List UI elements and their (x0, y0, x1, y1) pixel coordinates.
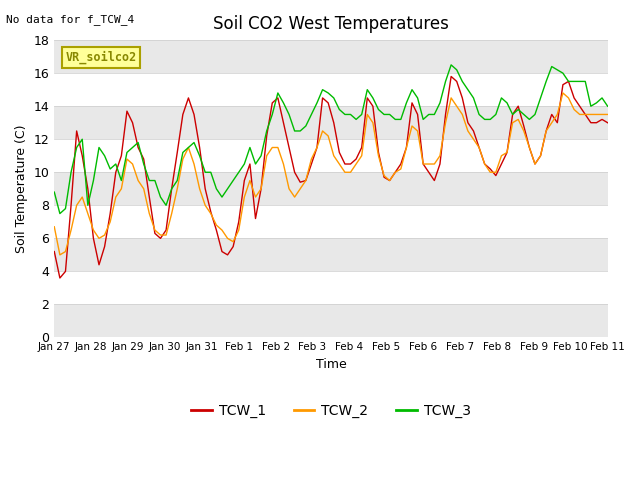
Text: No data for f_TCW_4: No data for f_TCW_4 (6, 14, 134, 25)
Legend: TCW_1, TCW_2, TCW_3: TCW_1, TCW_2, TCW_3 (186, 398, 477, 423)
X-axis label: Time: Time (316, 358, 346, 371)
Bar (54, 40, 607, 73)
Y-axis label: Soil Temperature (C): Soil Temperature (C) (15, 124, 28, 253)
Bar (54, 304, 607, 337)
Bar (54, 106, 607, 139)
Bar (54, 239, 607, 271)
Title: Soil CO2 West Temperatures: Soil CO2 West Temperatures (213, 15, 449, 33)
Text: VR_soilco2: VR_soilco2 (65, 51, 136, 64)
Bar (54, 172, 607, 205)
